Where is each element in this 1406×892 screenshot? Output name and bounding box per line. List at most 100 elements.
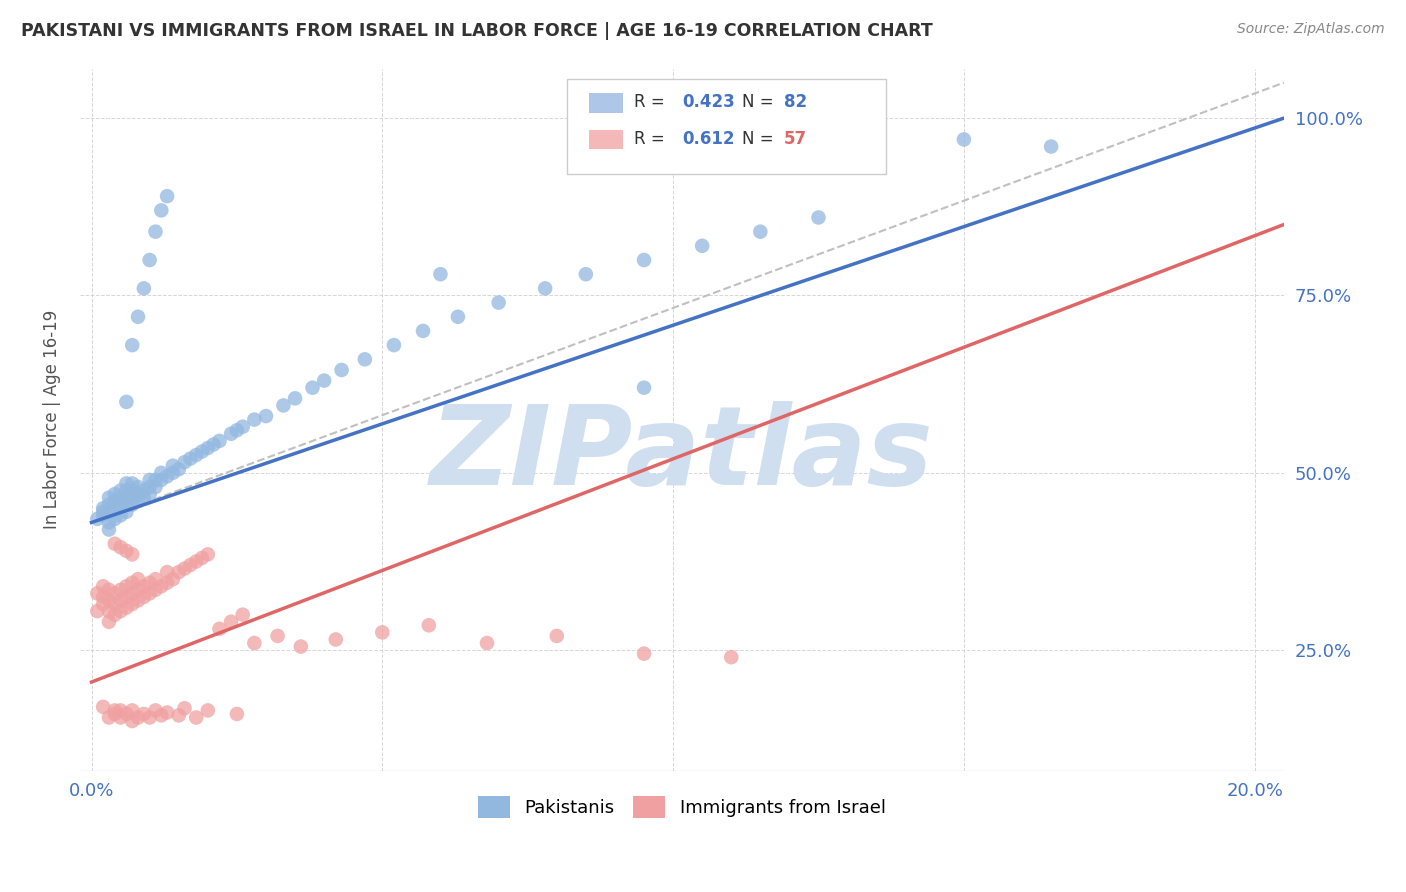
Point: [121, 597, 143, 611]
Point: [127, 593, 149, 607]
Point: [284, 392, 307, 406]
Point: [1040, 139, 1063, 153]
Point: [110, 491, 132, 505]
Point: [382, 338, 405, 352]
Point: [162, 466, 184, 480]
Point: [156, 706, 179, 720]
Point: [162, 572, 184, 586]
Point: [273, 399, 295, 413]
Point: [110, 582, 132, 597]
Point: [127, 487, 149, 501]
Point: [749, 225, 772, 239]
Text: ZIPatlas: ZIPatlas: [430, 401, 934, 508]
Point: [173, 561, 195, 575]
Point: [254, 409, 277, 423]
Point: [475, 636, 498, 650]
Point: [104, 706, 127, 721]
Point: [219, 426, 242, 441]
Point: [156, 565, 179, 579]
Point: [91, 501, 114, 516]
Point: [197, 703, 219, 717]
Point: [208, 622, 231, 636]
Point: [807, 211, 830, 225]
Point: [150, 203, 173, 218]
Point: [127, 710, 149, 724]
Point: [121, 714, 143, 728]
Point: [115, 706, 138, 721]
Point: [371, 625, 394, 640]
Point: [86, 512, 108, 526]
Point: [121, 575, 143, 590]
Legend: Pakistanis, Immigrants from Israel: Pakistanis, Immigrants from Israel: [471, 789, 893, 825]
Point: [167, 565, 190, 579]
FancyBboxPatch shape: [589, 93, 623, 112]
Point: [633, 381, 655, 395]
Text: PAKISTANI VS IMMIGRANTS FROM ISRAEL IN LABOR FORCE | AGE 16-19 CORRELATION CHART: PAKISTANI VS IMMIGRANTS FROM ISRAEL IN L…: [21, 22, 932, 40]
Point: [418, 618, 440, 632]
Point: [138, 487, 160, 501]
Point: [179, 558, 201, 572]
Text: R =: R =: [634, 93, 669, 111]
Point: [243, 412, 266, 426]
Point: [353, 352, 375, 367]
Point: [115, 476, 138, 491]
Point: [232, 419, 254, 434]
Point: [156, 575, 179, 590]
Point: [330, 363, 353, 377]
Point: [633, 647, 655, 661]
Point: [447, 310, 470, 324]
Point: [132, 281, 155, 295]
Point: [97, 516, 120, 530]
Point: [202, 437, 225, 451]
Point: [633, 253, 655, 268]
Point: [150, 579, 173, 593]
Text: N =: N =: [742, 129, 779, 148]
Point: [110, 703, 132, 717]
Point: [104, 487, 127, 501]
Point: [97, 491, 120, 505]
Point: [150, 466, 173, 480]
Point: [197, 441, 219, 455]
Point: [243, 636, 266, 650]
Point: [138, 473, 160, 487]
Point: [121, 586, 143, 600]
Point: [232, 607, 254, 622]
Point: [219, 615, 242, 629]
Point: [110, 498, 132, 512]
Point: [138, 480, 160, 494]
Point: [150, 708, 173, 723]
Point: [104, 501, 127, 516]
Point: [145, 473, 167, 487]
Point: [173, 455, 195, 469]
Point: [186, 448, 208, 462]
Point: [127, 572, 149, 586]
Point: [97, 498, 120, 512]
Point: [145, 582, 167, 597]
Point: [115, 498, 138, 512]
Point: [110, 604, 132, 618]
Point: [173, 701, 195, 715]
Point: [488, 295, 510, 310]
Point: [186, 554, 208, 568]
Point: [575, 267, 598, 281]
Point: [97, 523, 120, 537]
Point: [150, 473, 173, 487]
Point: [191, 444, 214, 458]
Point: [156, 469, 179, 483]
Point: [145, 703, 167, 717]
Point: [121, 338, 143, 352]
Text: 0.423: 0.423: [682, 93, 734, 111]
Point: [121, 547, 143, 561]
Point: [104, 586, 127, 600]
Point: [301, 381, 323, 395]
Point: [91, 699, 114, 714]
Point: [325, 632, 347, 647]
Point: [110, 593, 132, 607]
Point: [132, 579, 155, 593]
Point: [132, 491, 155, 505]
Point: [97, 505, 120, 519]
Point: [91, 579, 114, 593]
Text: R =: R =: [634, 129, 669, 148]
Point: [115, 600, 138, 615]
Text: N =: N =: [742, 93, 779, 111]
